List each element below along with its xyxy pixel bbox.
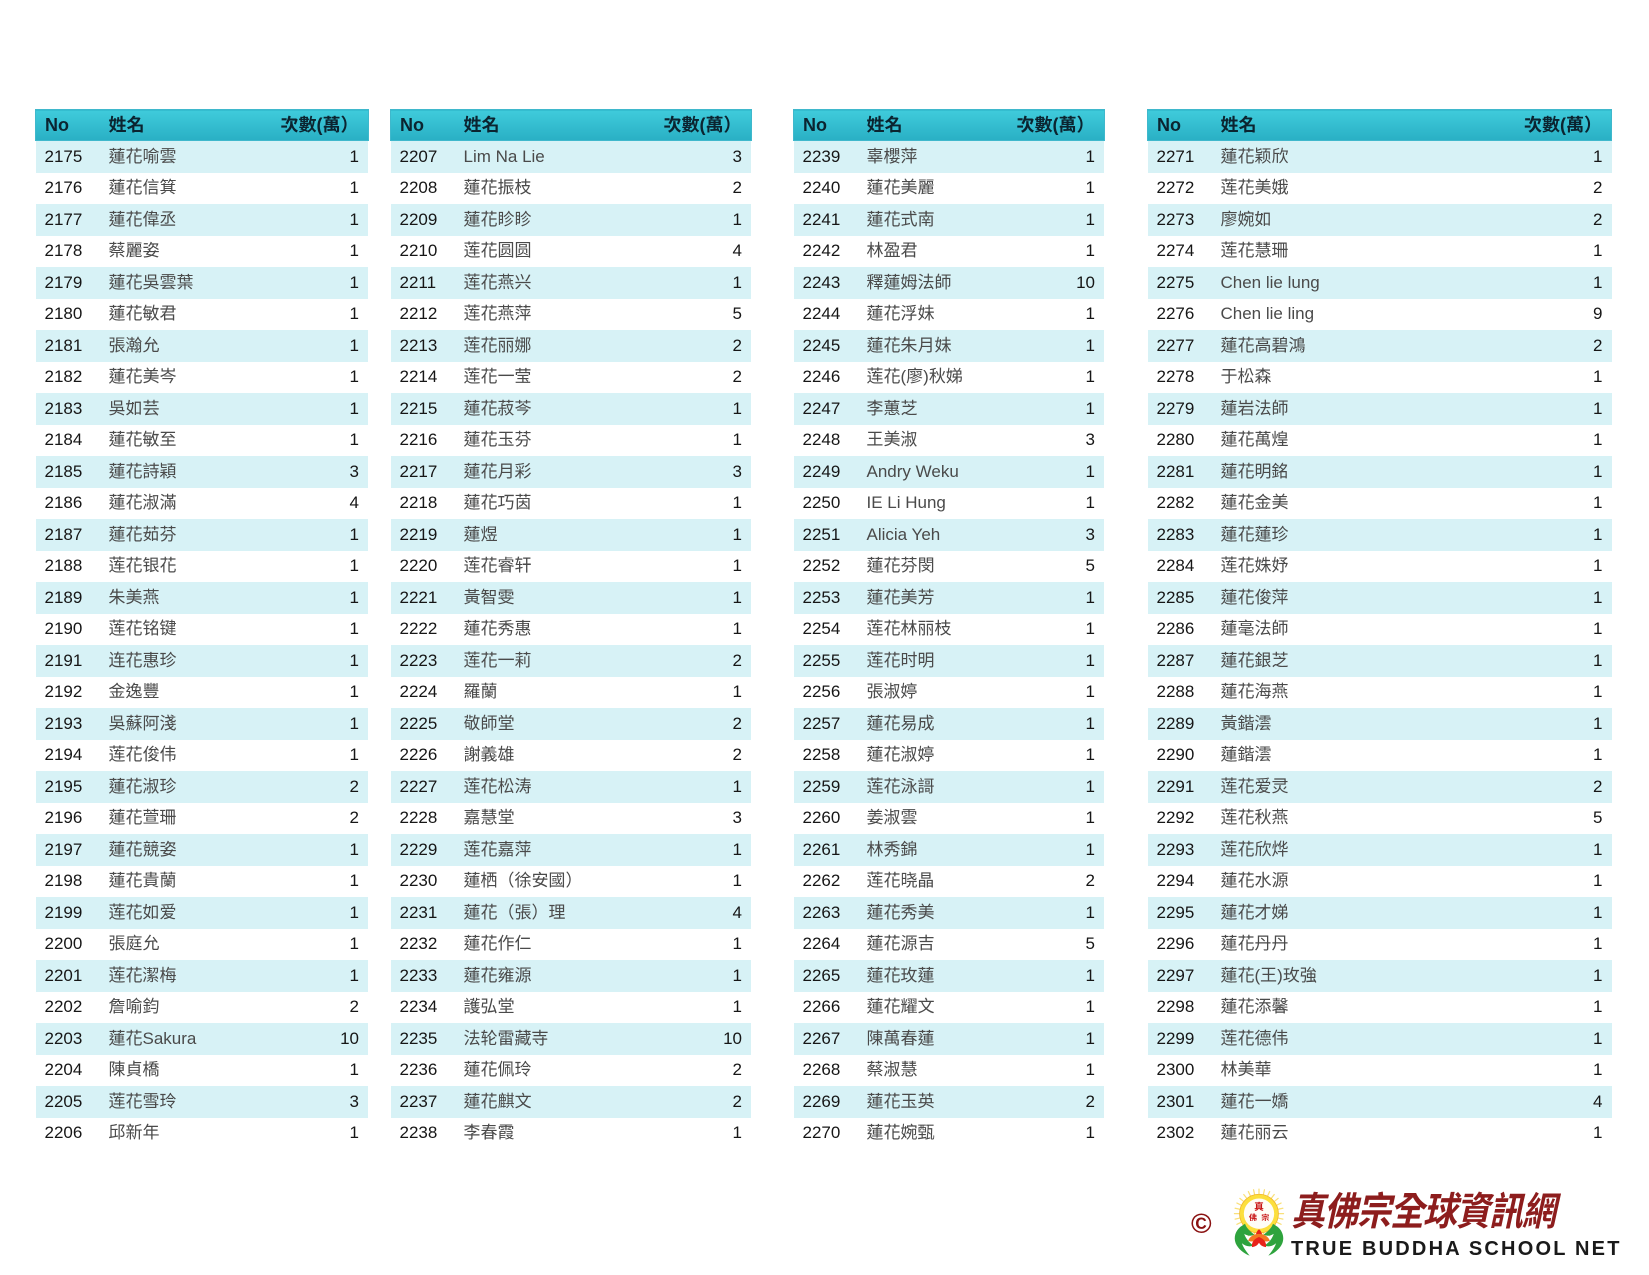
svg-text:佛: 佛: [1249, 1213, 1257, 1224]
svg-text:真: 真: [1254, 1199, 1264, 1213]
svg-text:宗: 宗: [1261, 1213, 1270, 1224]
